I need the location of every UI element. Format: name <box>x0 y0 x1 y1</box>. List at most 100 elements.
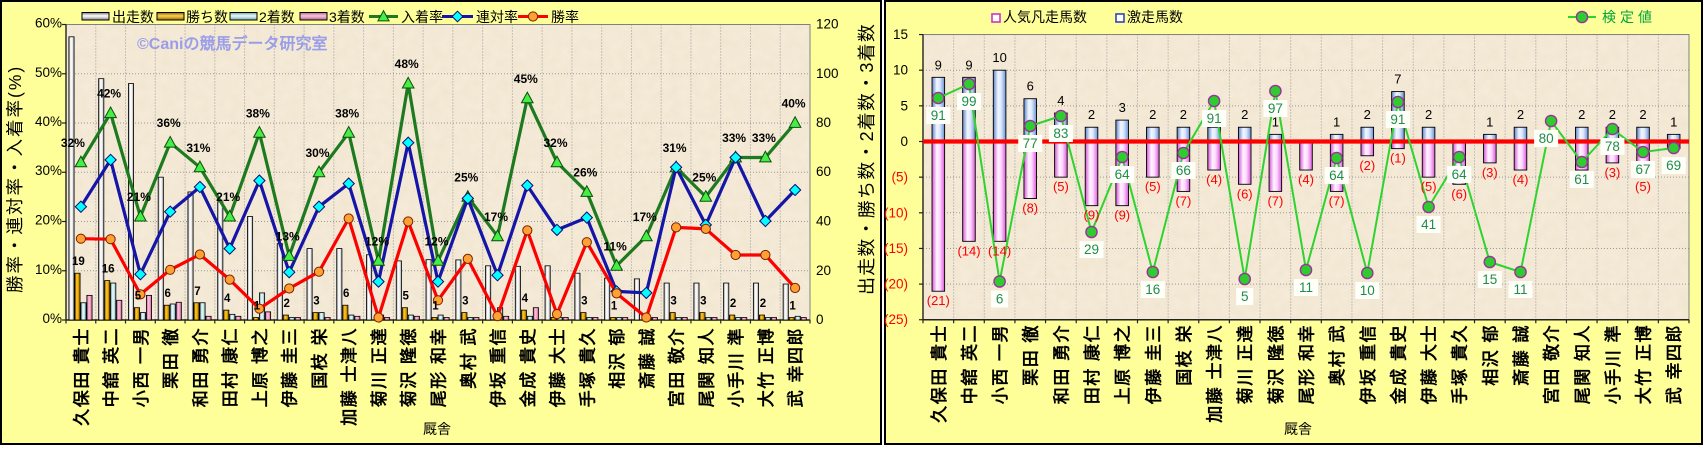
svg-text:宮田 敬介: 宮田 敬介 <box>1542 324 1562 404</box>
svg-text:伊藤 大士: 伊藤 大士 <box>548 327 568 408</box>
svg-text:1: 1 <box>254 301 261 313</box>
svg-text:2: 2 <box>283 298 289 310</box>
svg-text:勝率・連対率・入着率(%): 勝率・連対率・入着率(%) <box>5 65 25 293</box>
svg-text:4: 4 <box>522 293 529 305</box>
svg-text:5: 5 <box>900 98 908 113</box>
svg-text:32%: 32% <box>543 136 567 150</box>
svg-text:33%: 33% <box>722 131 746 145</box>
svg-text:21%: 21% <box>127 190 151 204</box>
svg-text:16: 16 <box>102 264 115 276</box>
svg-text:武 幸四郎: 武 幸四郎 <box>786 327 806 407</box>
svg-text:30%: 30% <box>35 163 62 178</box>
svg-text:33%: 33% <box>752 131 776 145</box>
svg-text:61: 61 <box>1574 172 1589 187</box>
svg-text:宮田 敬介: 宮田 敬介 <box>667 327 687 407</box>
svg-text:加藤 士津八: 加藤 士津八 <box>1205 324 1225 424</box>
svg-text:(5): (5) <box>1421 179 1437 194</box>
svg-text:38%: 38% <box>335 106 359 120</box>
svg-text:2: 2 <box>1639 107 1646 122</box>
svg-text:9: 9 <box>965 57 972 72</box>
svg-text:2: 2 <box>1425 107 1432 122</box>
svg-text:0: 0 <box>816 312 824 327</box>
svg-text:(9): (9) <box>1114 208 1130 223</box>
svg-text:16: 16 <box>1145 282 1160 297</box>
svg-text:斎藤 誠: 斎藤 誠 <box>637 327 657 389</box>
svg-text:出走数・勝ち数・2着数・3着数: 出走数・勝ち数・2着数・3着数 <box>857 23 877 295</box>
svg-text:中舘 英二: 中舘 英二 <box>960 324 980 404</box>
svg-text:66: 66 <box>1176 163 1191 178</box>
svg-text:田村 康仁: 田村 康仁 <box>220 327 240 407</box>
svg-text:栗田 徹: 栗田 徹 <box>1021 324 1041 386</box>
svg-text:2: 2 <box>1578 107 1585 122</box>
svg-text:2着数: 2着数 <box>259 9 295 25</box>
svg-text:(5): (5) <box>1053 179 1069 194</box>
svg-text:栗田 徹: 栗田 徹 <box>161 327 181 389</box>
svg-text:菊川 正達: 菊川 正達 <box>1235 324 1255 404</box>
svg-text:相沢 郁: 相沢 郁 <box>1480 324 1500 386</box>
svg-text:67: 67 <box>1635 162 1650 177</box>
svg-text:伊藤 大士: 伊藤 大士 <box>1419 324 1439 405</box>
svg-text:0%: 0% <box>42 311 62 326</box>
svg-text:17%: 17% <box>484 210 508 224</box>
svg-text:40: 40 <box>816 214 831 229</box>
svg-text:3: 3 <box>700 296 706 308</box>
svg-text:尾形 和幸: 尾形 和幸 <box>1297 324 1317 404</box>
svg-text:38%: 38% <box>246 106 270 120</box>
svg-text:2: 2 <box>1609 107 1616 122</box>
svg-text:1: 1 <box>1486 114 1493 129</box>
svg-text:斎藤 誠: 斎藤 誠 <box>1511 324 1531 386</box>
svg-text:12%: 12% <box>365 234 389 248</box>
svg-text:人気凡走馬数: 人気凡走馬数 <box>1003 9 1087 25</box>
svg-text:中舘 英二: 中舘 英二 <box>101 327 121 407</box>
svg-text:31%: 31% <box>186 141 210 155</box>
svg-text:5: 5 <box>1241 289 1249 304</box>
svg-text:91: 91 <box>931 108 946 123</box>
svg-text:大竹 正博: 大竹 正博 <box>756 327 776 407</box>
svg-text:25%: 25% <box>454 170 478 184</box>
svg-text:5: 5 <box>135 291 142 303</box>
svg-text:伊坂 重信: 伊坂 重信 <box>1358 324 1378 405</box>
svg-text:(7): (7) <box>1267 193 1283 208</box>
svg-text:手塚 貴久: 手塚 貴久 <box>1450 324 1470 404</box>
svg-text:(5): (5) <box>1635 179 1651 194</box>
svg-text:6: 6 <box>343 288 349 300</box>
svg-text:入着率: 入着率 <box>401 9 443 25</box>
svg-text:(21): (21) <box>927 293 950 308</box>
svg-text:15: 15 <box>893 27 908 42</box>
svg-text:奥村 武: 奥村 武 <box>458 327 478 389</box>
svg-text:勝ち数: 勝ち数 <box>186 9 228 25</box>
svg-text:30%: 30% <box>305 146 329 160</box>
svg-text:1: 1 <box>611 301 618 313</box>
svg-text:99: 99 <box>961 94 976 109</box>
svg-text:29: 29 <box>1084 242 1099 257</box>
svg-text:97: 97 <box>1268 101 1283 116</box>
svg-text:3: 3 <box>1119 100 1126 115</box>
svg-text:3: 3 <box>462 296 468 308</box>
svg-text:小西 一男: 小西 一男 <box>991 324 1010 404</box>
svg-text:2: 2 <box>760 298 766 310</box>
svg-text:12%: 12% <box>424 234 448 248</box>
svg-text:17%: 17% <box>633 210 657 224</box>
svg-text:和田 勇介: 和田 勇介 <box>1051 324 1071 404</box>
svg-text:(7): (7) <box>1175 193 1191 208</box>
svg-text:武 幸四郎: 武 幸四郎 <box>1664 324 1684 404</box>
svg-text:21%: 21% <box>216 190 240 204</box>
svg-text:83: 83 <box>1053 126 1068 141</box>
svg-text:(1): (1) <box>1390 151 1406 166</box>
svg-text:(7): (7) <box>1329 193 1345 208</box>
svg-text:尾関 知人: 尾関 知人 <box>696 327 716 407</box>
svg-text:32%: 32% <box>61 136 85 150</box>
svg-text:6: 6 <box>1027 79 1034 94</box>
svg-text:小手川 準: 小手川 準 <box>726 327 746 407</box>
svg-text:10: 10 <box>893 63 908 78</box>
svg-text:10%: 10% <box>35 262 62 277</box>
svg-text:菊沢 隆徳: 菊沢 隆徳 <box>399 327 419 407</box>
svg-text:伊藤 圭三: 伊藤 圭三 <box>1143 324 1163 405</box>
svg-text:厩舎: 厩舎 <box>1284 421 1312 437</box>
svg-text:3着数: 3着数 <box>329 9 365 25</box>
svg-text:(5): (5) <box>1145 179 1161 194</box>
svg-text:60: 60 <box>816 164 831 179</box>
svg-text:2: 2 <box>1149 107 1156 122</box>
svg-text:80: 80 <box>816 115 831 130</box>
svg-text:(10): (10) <box>884 205 908 220</box>
